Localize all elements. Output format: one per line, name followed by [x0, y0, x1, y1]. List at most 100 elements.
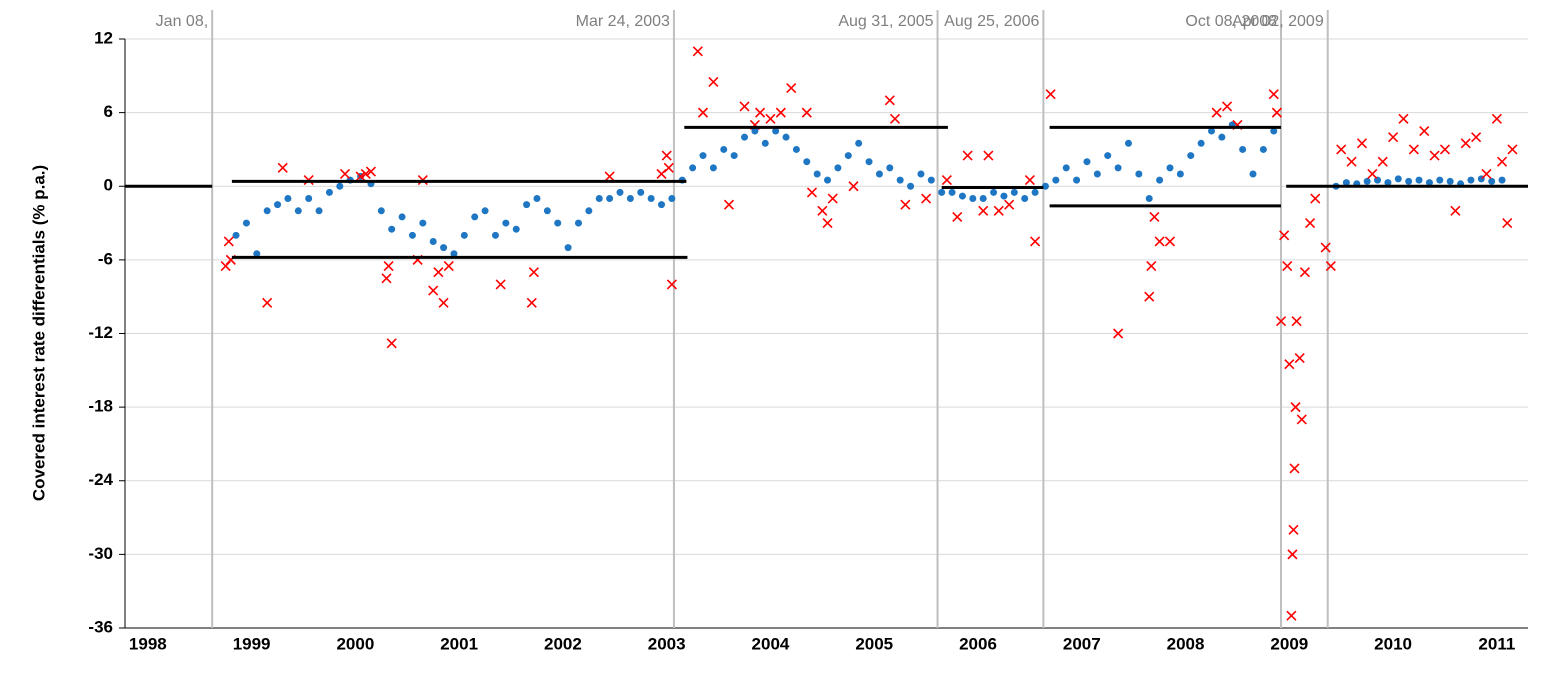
dot-point: [1021, 195, 1029, 203]
dot-point: [990, 188, 998, 196]
dot-point: [979, 195, 987, 203]
dot-point: [1083, 158, 1091, 166]
cross-point: [962, 150, 973, 161]
cross-point: [1439, 144, 1451, 155]
dot-point: [253, 250, 261, 258]
x-tick-label: 2004: [752, 634, 790, 653]
cross-point: [360, 168, 371, 180]
dot-point: [450, 250, 458, 258]
dot-point: [502, 219, 510, 227]
cross-point: [889, 113, 901, 124]
cross-point: [1275, 316, 1287, 327]
dot-point: [419, 219, 427, 227]
dot-point: [388, 225, 396, 233]
dot-point: [232, 231, 240, 239]
dot-point: [315, 207, 323, 215]
y-tick-label: -18: [88, 397, 113, 416]
dot-point: [1239, 145, 1247, 153]
cross-point: [1271, 107, 1282, 118]
dot-point: [1249, 170, 1257, 178]
dot-point: [491, 231, 499, 239]
cross-point: [739, 101, 750, 112]
dot-point: [1000, 192, 1008, 200]
cross-point: [978, 205, 989, 216]
dot-point: [377, 207, 385, 215]
y-tick-label: 12: [94, 28, 113, 47]
dot-point: [761, 139, 769, 147]
cross-point: [661, 150, 672, 161]
cross-point: [1496, 156, 1508, 167]
cross-point: [1211, 107, 1222, 118]
cross-point: [495, 279, 506, 290]
cross-point: [262, 297, 273, 308]
dot-point: [1425, 179, 1433, 187]
x-tick-label: 2010: [1374, 634, 1412, 653]
cross-point: [528, 267, 539, 278]
cross-point: [1268, 89, 1279, 100]
cross-point: [983, 150, 994, 161]
x-tick-label: 1999: [233, 634, 271, 653]
dot-point: [637, 188, 645, 196]
dot-point: [824, 176, 832, 184]
y-tick-label: 0: [104, 176, 113, 195]
cross-point: [1024, 175, 1035, 186]
dot-point: [1436, 176, 1444, 184]
cross-point: [663, 162, 674, 173]
cross-point: [1289, 463, 1300, 474]
y-tick-label: -6: [98, 249, 113, 268]
dot-point: [512, 225, 520, 233]
dot-point: [274, 201, 282, 209]
dot-point: [647, 195, 655, 203]
dot-point: [398, 213, 406, 221]
dot-point: [429, 237, 437, 245]
dot-point: [927, 176, 935, 184]
dot-point: [1197, 139, 1205, 147]
dot-point: [1145, 195, 1153, 203]
dot-point: [917, 170, 925, 178]
y-tick-label: -36: [88, 617, 113, 636]
cross-point: [1398, 113, 1409, 124]
dot-point: [658, 201, 666, 209]
cross-point: [952, 211, 963, 222]
x-tick-label: 2001: [440, 634, 478, 653]
dot-point: [626, 195, 634, 203]
cross-point: [1287, 549, 1298, 560]
dot-point: [1062, 164, 1070, 172]
dot-point: [969, 195, 977, 203]
x-tick-label: 2000: [336, 634, 374, 653]
dot-point: [1415, 176, 1423, 184]
dot-point: [616, 188, 624, 196]
cross-point: [526, 297, 537, 308]
x-tick-label: 2008: [1167, 634, 1205, 653]
cross-point: [1146, 260, 1157, 272]
dot-point: [1446, 177, 1454, 185]
x-tick-label: 2003: [648, 634, 686, 653]
cross-point: [1279, 230, 1290, 241]
dot-point: [958, 192, 966, 200]
dot-point: [1405, 177, 1413, 185]
dot-point: [1166, 164, 1174, 172]
cross-point: [993, 205, 1004, 216]
cross-point: [381, 273, 392, 284]
cross-point: [801, 107, 812, 118]
cross-point: [1294, 352, 1305, 364]
cross-point: [1113, 328, 1124, 339]
dot-point: [1104, 152, 1112, 160]
cross-point: [666, 279, 677, 290]
dot-point: [1207, 127, 1215, 135]
cross-point: [921, 193, 932, 204]
dot-point: [242, 219, 250, 227]
cross-point: [438, 297, 449, 308]
cross-point: [386, 338, 397, 349]
cross-point: [775, 107, 786, 118]
x-tick-label: 2005: [855, 634, 893, 653]
cross-point: [1164, 236, 1176, 247]
dot-point: [948, 188, 956, 196]
dot-point: [471, 213, 479, 221]
dot-point: [1093, 170, 1101, 178]
event-label: Aug 31, 2005: [838, 13, 933, 30]
cross-point: [1296, 414, 1307, 425]
event-label: Apr 02, 2009: [1232, 13, 1324, 30]
cross-point: [223, 236, 234, 247]
